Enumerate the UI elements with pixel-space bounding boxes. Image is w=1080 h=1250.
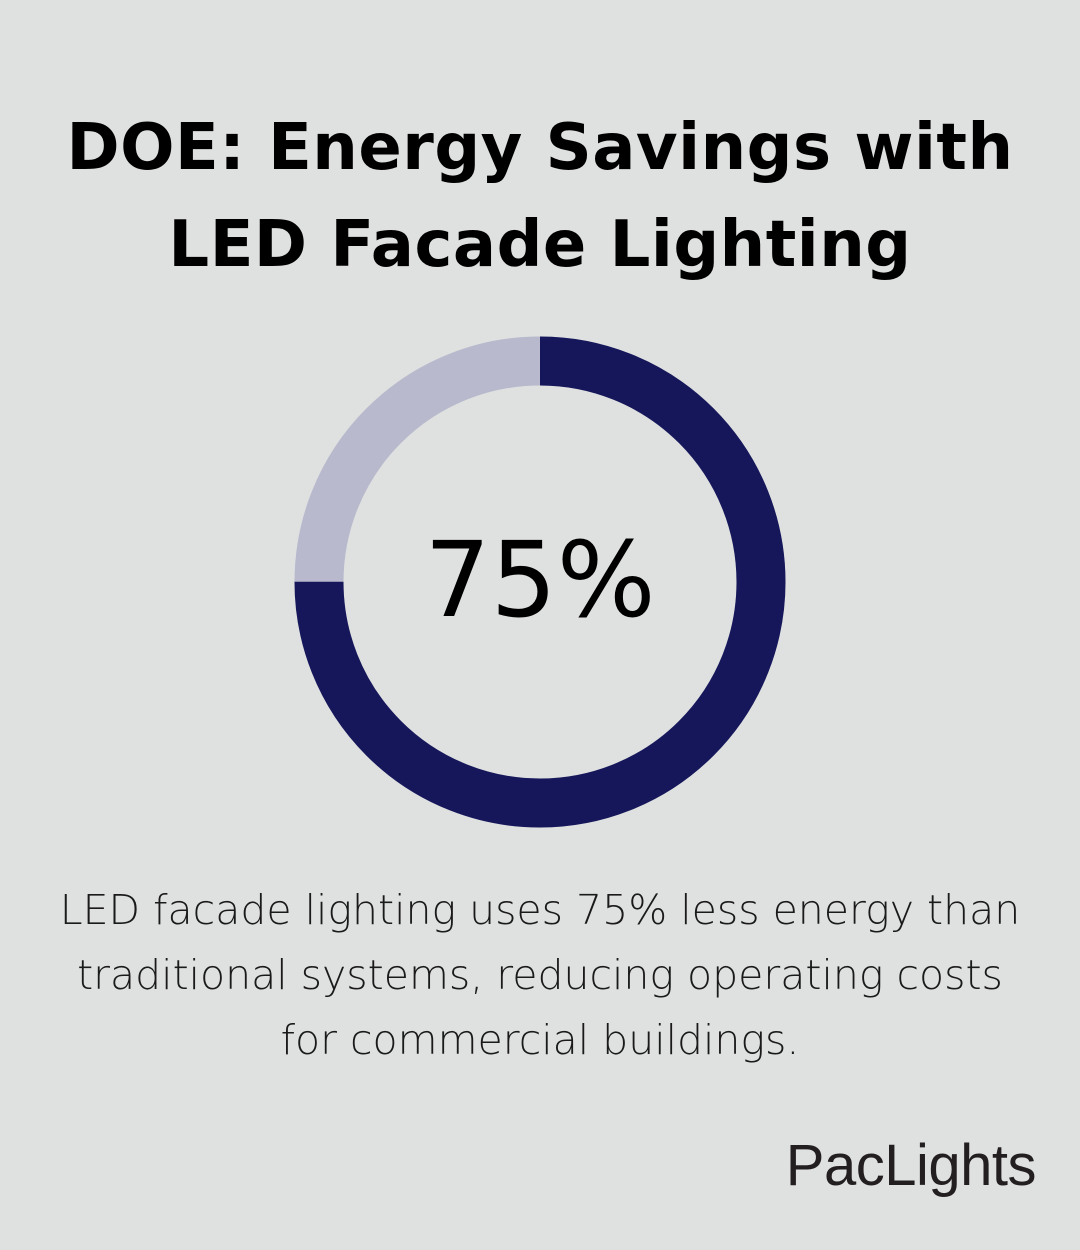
description-line-3: for commercial buildings. — [280, 1016, 800, 1064]
chart-title: DOE: Energy Savings with LED Facade Ligh… — [0, 100, 1080, 294]
donut-chart — [294, 336, 786, 828]
title-line-1: DOE: Energy Savings with — [66, 111, 1014, 185]
description-line-1: LED facade lighting uses 75% less energy… — [59, 886, 1021, 934]
description: LED facade lighting uses 75% less energy… — [30, 878, 1050, 1073]
title-line-2: LED Facade Lighting — [168, 208, 912, 282]
donut-value-segment — [294, 336, 786, 828]
donut-center-label: 75% — [424, 519, 656, 641]
paclights-logo: PacLights — [785, 1133, 1037, 1198]
description-line-2: traditional systems, reducing operating … — [77, 951, 1003, 999]
